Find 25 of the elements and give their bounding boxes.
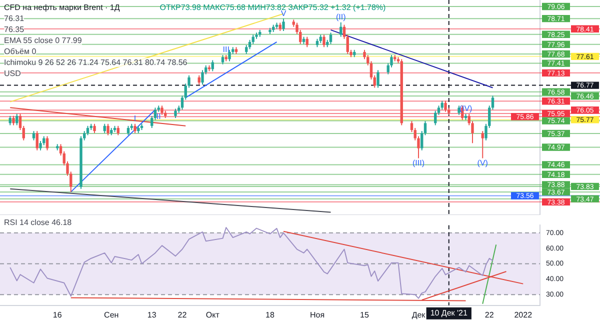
x-tick-label: 18 [266,310,275,320]
x-tick-label: 16 [52,310,62,320]
x-tick-label: Дек [412,310,426,320]
x-tick-label: 13 [147,310,157,320]
annotation: Объём 0 [4,47,36,56]
x-tick-label: 22 [484,310,494,320]
annotation: 76.35 [4,25,24,34]
ref-line-label: 10 Дек '21 [430,308,468,318]
x-tick-label: 22 [178,310,188,320]
x-tick-label: 15 [360,310,370,320]
x-tick-label: Окт [206,310,220,320]
chart-title: CFD на нефть марки Brent · 1Д [4,3,120,12]
x-tick-label: Ноя [310,310,325,320]
annotation: (II) [336,12,346,22]
annotation: I [134,114,136,124]
annotation: Ichimoku 9 26 52 26 71.24 75.64 76.31 80.74 78.56 [4,58,188,67]
annotation: III [222,45,230,54]
annotation: EMA 55 close 0 77.99 [4,36,82,45]
annotation: (III) [412,158,425,168]
x-tick-label: 2022 [514,310,533,320]
annotation: RSI 14 close 46.18 [4,218,72,227]
annotation: 76.31 [4,14,24,23]
annotation: (V) [477,158,488,168]
x-tick-label: Сен [104,310,119,320]
annotation: USD [4,69,21,78]
